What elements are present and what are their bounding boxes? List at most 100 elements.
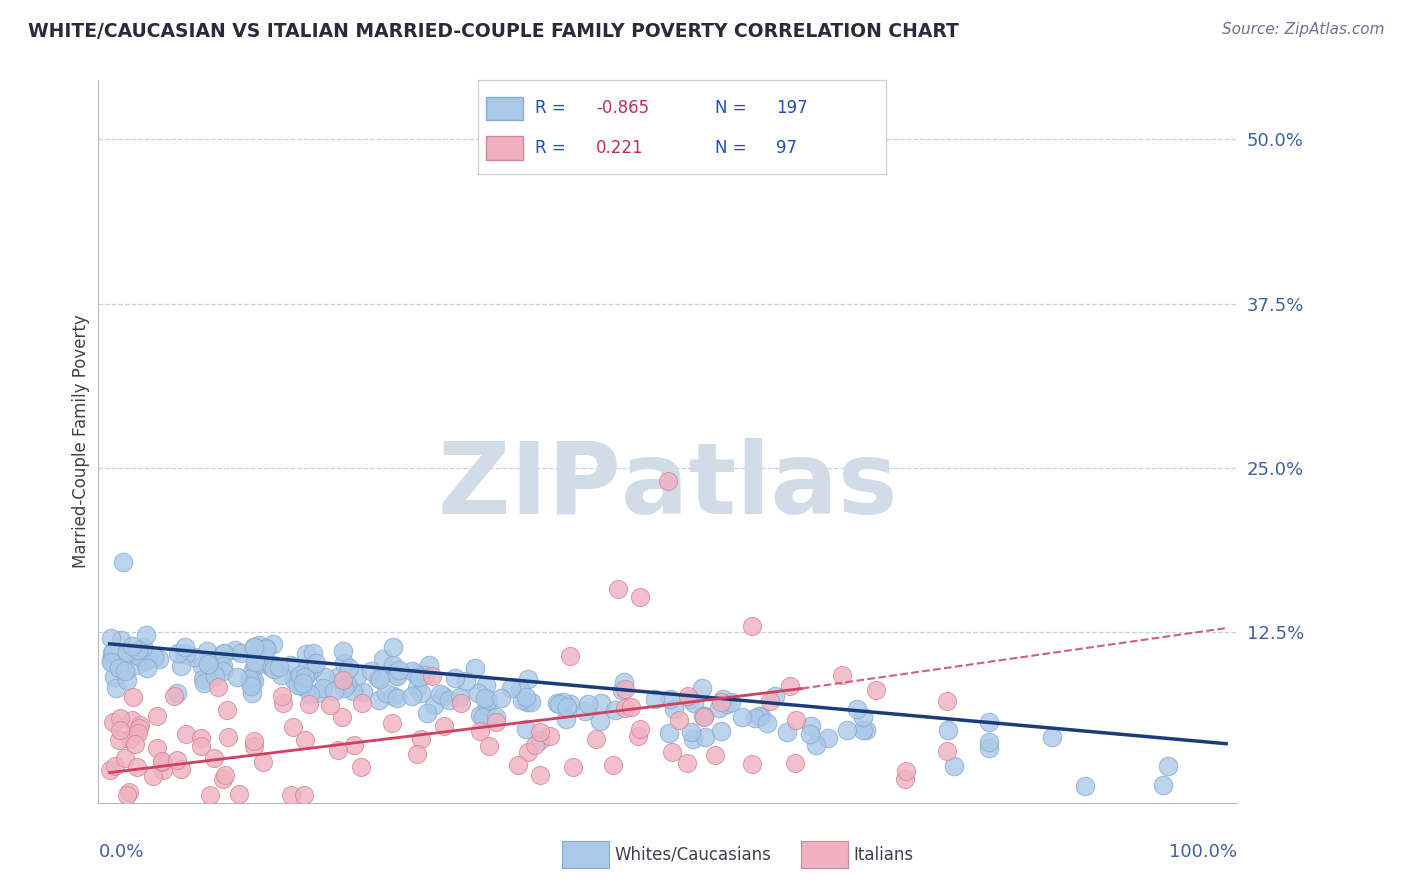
Point <box>415 667 437 681</box>
Point <box>212 772 235 787</box>
Point <box>270 668 292 682</box>
Point <box>288 668 311 682</box>
Point <box>416 706 439 721</box>
Point <box>166 646 188 660</box>
Point <box>243 739 266 754</box>
Point <box>744 711 766 725</box>
Point <box>201 660 224 674</box>
Point <box>478 739 501 754</box>
Point <box>529 767 551 781</box>
Point <box>115 645 138 659</box>
Point <box>676 756 699 770</box>
Point <box>553 695 575 709</box>
Point <box>546 696 568 710</box>
Point <box>103 715 125 730</box>
Point <box>817 731 839 746</box>
Point <box>122 690 145 704</box>
Point <box>135 661 157 675</box>
Point <box>515 690 537 705</box>
Point <box>388 663 411 677</box>
Point <box>520 695 543 709</box>
Point <box>121 640 143 654</box>
Point <box>661 745 683 759</box>
Point <box>217 702 239 716</box>
Point <box>243 656 266 670</box>
Point <box>943 758 966 772</box>
Point <box>294 670 316 684</box>
Point <box>433 719 456 733</box>
Point <box>214 768 236 782</box>
Point <box>516 695 538 709</box>
Point <box>150 756 173 770</box>
Text: N =: N = <box>714 139 751 157</box>
Point <box>163 689 186 703</box>
Point <box>367 671 389 685</box>
Point <box>270 690 292 704</box>
Point <box>254 642 277 657</box>
Point <box>152 754 174 768</box>
Point <box>585 732 607 747</box>
Text: R =: R = <box>536 99 571 117</box>
Point <box>239 679 262 693</box>
Point <box>128 721 150 735</box>
Point <box>679 692 702 706</box>
Point <box>693 730 716 744</box>
Point <box>323 683 346 698</box>
Point <box>896 764 918 778</box>
Point <box>207 680 229 694</box>
Point <box>247 638 270 652</box>
Point <box>294 663 316 677</box>
Point <box>129 718 152 732</box>
Point <box>224 643 246 657</box>
Y-axis label: Married-Couple Family Poverty: Married-Couple Family Poverty <box>72 315 90 568</box>
Point <box>411 686 433 700</box>
Point <box>238 673 260 687</box>
Point <box>515 722 537 736</box>
Point <box>475 678 498 692</box>
Point <box>360 665 382 679</box>
Point <box>748 709 770 723</box>
Point <box>319 698 342 712</box>
Point <box>240 672 263 686</box>
Point <box>779 679 801 693</box>
Point <box>709 701 731 715</box>
Point <box>259 658 281 673</box>
Point <box>174 648 197 662</box>
Point <box>195 644 218 658</box>
Point <box>301 646 323 660</box>
Point <box>169 762 191 776</box>
Point <box>489 690 512 705</box>
Point <box>174 640 197 655</box>
Point <box>326 743 349 757</box>
Point <box>333 656 356 670</box>
Point <box>108 733 131 747</box>
Point <box>148 652 170 666</box>
Point <box>114 751 136 765</box>
Point <box>190 658 212 673</box>
Point <box>464 661 486 675</box>
Text: 97: 97 <box>776 139 797 157</box>
Point <box>429 687 451 701</box>
Text: Source: ZipAtlas.com: Source: ZipAtlas.com <box>1222 22 1385 37</box>
Point <box>523 738 546 752</box>
Point <box>613 681 636 696</box>
Point <box>104 758 127 772</box>
Point <box>242 663 264 677</box>
Point <box>292 676 315 690</box>
Point <box>763 689 786 703</box>
Point <box>332 673 354 687</box>
Point <box>517 673 540 687</box>
Point <box>470 707 492 722</box>
Point <box>193 672 215 686</box>
Point <box>477 698 499 713</box>
Point <box>339 661 361 675</box>
Text: 100.0%: 100.0% <box>1170 843 1237 861</box>
Point <box>100 655 122 669</box>
Point <box>470 724 492 739</box>
Point <box>217 730 239 744</box>
Point <box>124 657 146 672</box>
Point <box>103 644 125 658</box>
Point <box>299 687 322 701</box>
Point <box>614 701 637 715</box>
Point <box>291 679 314 693</box>
